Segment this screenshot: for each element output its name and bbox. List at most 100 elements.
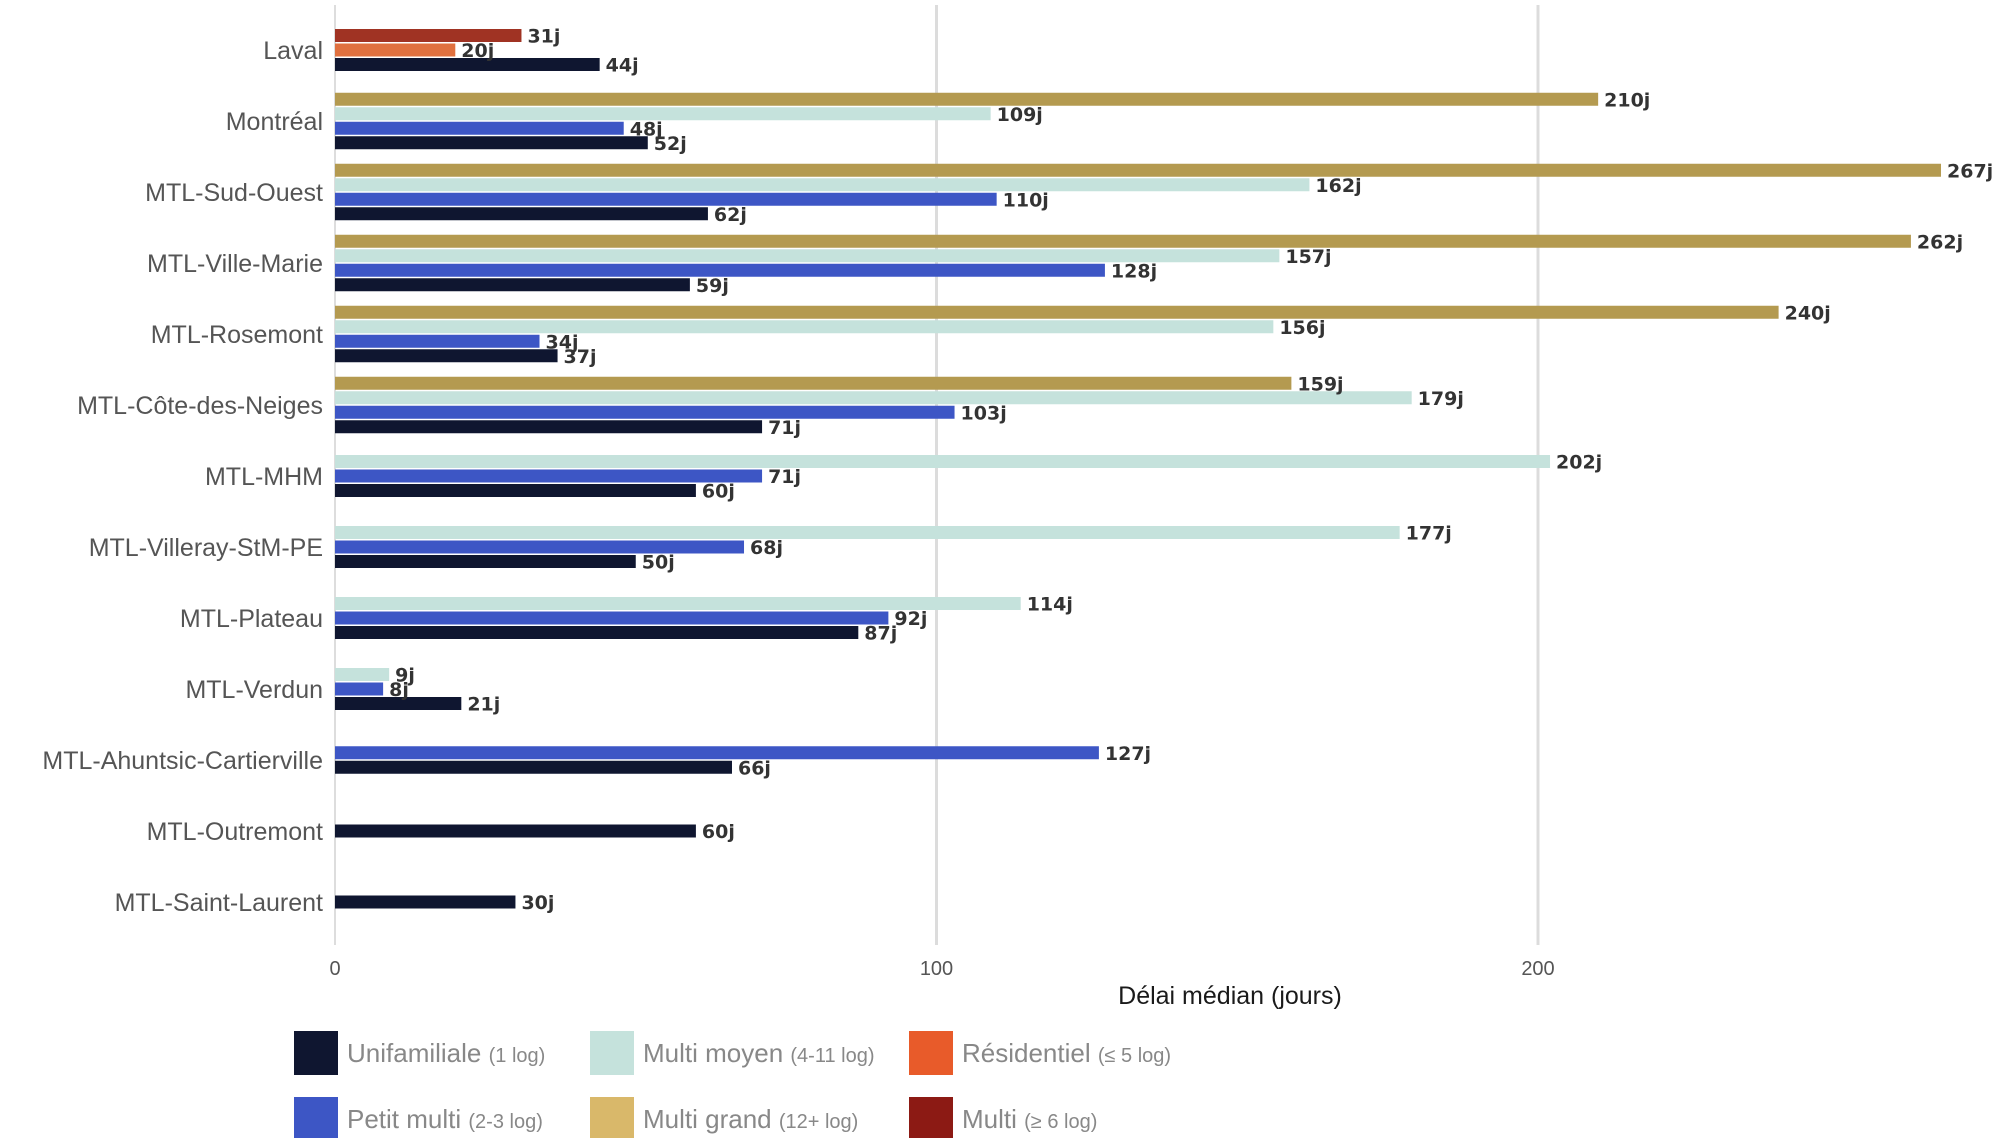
bar-petit-multi — [335, 540, 745, 554]
category-label: MTL-Saint-Laurent — [115, 889, 323, 917]
bar-petit-multi — [335, 121, 624, 135]
bar-unifamiliale — [335, 58, 600, 71]
category-label: MTL-Plateau — [180, 605, 323, 633]
category-label: MTL-Villeray-StM-PE — [89, 534, 323, 562]
data-label: 127j — [1105, 743, 1151, 765]
data-label: 9j — [395, 665, 415, 687]
bar-petit-multi — [335, 334, 540, 348]
bar-petit-multi — [335, 192, 997, 206]
legend-item: Multi moyen (4-11 log) — [590, 1031, 875, 1075]
bar-multi-grand — [335, 92, 1599, 106]
data-label: 156j — [1279, 317, 1325, 339]
data-label: 20j — [461, 40, 494, 62]
bar-multi-moyen — [335, 249, 1280, 263]
category-label: MTL-Rosemont — [151, 321, 323, 349]
data-label: 103j — [961, 402, 1007, 424]
legend-label: Multi (≥ 6 log) — [962, 1104, 1097, 1134]
legend-swatch — [590, 1097, 634, 1138]
bar-multi-moyen — [335, 455, 1551, 468]
bar-petit-multi — [335, 682, 384, 696]
bar-unifamiliale — [335, 555, 636, 568]
data-label: 60j — [702, 821, 735, 843]
bar-unifamiliale — [335, 278, 690, 292]
data-label: 177j — [1406, 523, 1452, 545]
category-labels: Laval Montréal MTL-Sud-Ouest MTL-Ville-Mari… — [42, 37, 323, 917]
legend-swatch — [909, 1031, 953, 1075]
bar-petit-multi — [335, 611, 889, 625]
legend-swatch — [294, 1097, 338, 1138]
category-label: MTL-Ahuntsic-Cartierville — [42, 747, 323, 775]
data-label: 50j — [642, 552, 675, 574]
data-label: 262j — [1917, 231, 1963, 253]
data-label: 52j — [654, 133, 687, 155]
category-label: MTL-Sud-Ouest — [145, 179, 323, 207]
data-label: 87j — [864, 623, 897, 645]
data-label: 92j — [894, 608, 927, 630]
bar-multi-moyen — [335, 668, 390, 681]
x-tick-200: 200 — [1521, 958, 1554, 980]
category-label: MTL-Ville-Marie — [147, 250, 323, 278]
legend-item: Résidentiel (≤ 5 log) — [909, 1031, 1171, 1075]
data-label: 37j — [564, 346, 597, 368]
bar-r-sidentiel — [335, 43, 456, 57]
data-label: 66j — [738, 757, 771, 779]
bar-petit-multi — [335, 405, 955, 419]
data-label: 240j — [1785, 302, 1831, 324]
bar-unifamiliale — [335, 895, 516, 909]
data-label: 114j — [1027, 594, 1073, 616]
legend-label: Multi grand (12+ log) — [643, 1104, 858, 1134]
data-label: 159j — [1297, 373, 1343, 395]
bar-multi-moyen — [335, 391, 1412, 405]
bar-multi-moyen — [335, 178, 1310, 192]
bar-multi-grand — [335, 163, 1942, 177]
bar-multi-moyen — [335, 597, 1021, 610]
legend-swatch — [294, 1031, 338, 1075]
data-label: 21j — [467, 694, 500, 716]
data-label: 62j — [714, 204, 747, 226]
bars — [335, 29, 1942, 909]
bar-multi-grand — [335, 376, 1292, 390]
category-label: Montréal — [226, 108, 323, 136]
data-label: 109j — [997, 104, 1043, 126]
legend-item: Petit multi (2-3 log) — [294, 1097, 543, 1138]
legend-item: Multi grand (12+ log) — [590, 1097, 858, 1138]
data-label: 8j — [389, 679, 409, 701]
category-label: MTL-MHM — [205, 463, 323, 491]
x-tick-labels: 0 100 200 — [329, 958, 1554, 980]
data-label: 179j — [1418, 388, 1464, 410]
legend-label: Résidentiel (≤ 5 log) — [962, 1038, 1171, 1068]
bar-multi-grand — [335, 234, 1911, 248]
data-label: 31j — [527, 26, 560, 48]
data-label: 34j — [546, 331, 579, 353]
bar-petit-multi — [335, 263, 1105, 277]
category-label: MTL-Outremont — [147, 818, 323, 846]
data-label: 110j — [1003, 189, 1049, 211]
data-label: 71j — [768, 417, 801, 439]
bar-unifamiliale — [335, 697, 462, 710]
bar-multi-moyen — [335, 107, 991, 121]
bar-unifamiliale — [335, 824, 696, 838]
x-tick-0: 0 — [329, 958, 340, 980]
data-label: 267j — [1947, 160, 1993, 182]
legend-item: Unifamiliale (1 log) — [294, 1031, 545, 1075]
data-label: 202j — [1556, 452, 1602, 474]
data-label: 59j — [696, 275, 729, 297]
bar-unifamiliale — [335, 626, 859, 639]
legend-label: Unifamiliale (1 log) — [347, 1038, 545, 1068]
legend-swatch — [590, 1031, 634, 1075]
data-label: 44j — [606, 55, 639, 77]
bar-multi-moyen — [335, 320, 1274, 334]
data-label: 210j — [1604, 89, 1650, 111]
bar-unifamiliale — [335, 484, 696, 497]
bar-unifamiliale — [335, 420, 763, 434]
category-label: MTL-Côte-des-Neiges — [77, 392, 323, 420]
bar-multi-grand — [335, 305, 1779, 319]
bar-unifamiliale — [335, 349, 558, 363]
category-label: MTL-Verdun — [185, 676, 323, 704]
data-label: 60j — [702, 481, 735, 503]
data-label: 48j — [630, 118, 663, 140]
bar-petit-multi — [335, 469, 763, 483]
x-tick-100: 100 — [920, 958, 953, 980]
bar-unifamiliale — [335, 760, 732, 774]
